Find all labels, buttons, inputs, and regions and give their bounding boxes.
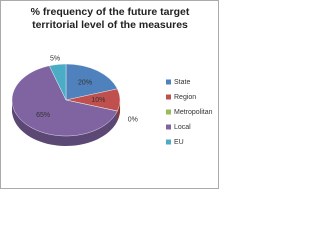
chart-canvas: 20% 10% 0% 65% 5% State Region Metropolitan Loca… [0,0,219,189]
data-label: 5% [50,56,60,63]
legend-label: Region [174,94,196,101]
data-label: 10% [91,97,105,104]
slice [49,63,67,101]
legend-swatch [166,79,171,85]
data-label: 0% [128,116,138,123]
legend-swatch [166,109,171,115]
slice [11,65,118,137]
legend-label: Metropolitan [174,109,213,116]
legend-label: State [174,79,190,86]
legend-swatch [166,139,171,145]
slice [65,63,118,101]
data-label: 20% [78,79,92,86]
legend-label: Local [174,124,191,131]
legend-label: EU [174,139,184,146]
legend-swatch [166,124,171,130]
chart-title: % frequency of the future target territo… [30,6,190,31]
legend-swatch [166,94,171,100]
data-label: 65% [36,112,50,119]
chart: 20% 10% 0% 65% 5% State Region Metropolitan Loca… [0,0,219,189]
